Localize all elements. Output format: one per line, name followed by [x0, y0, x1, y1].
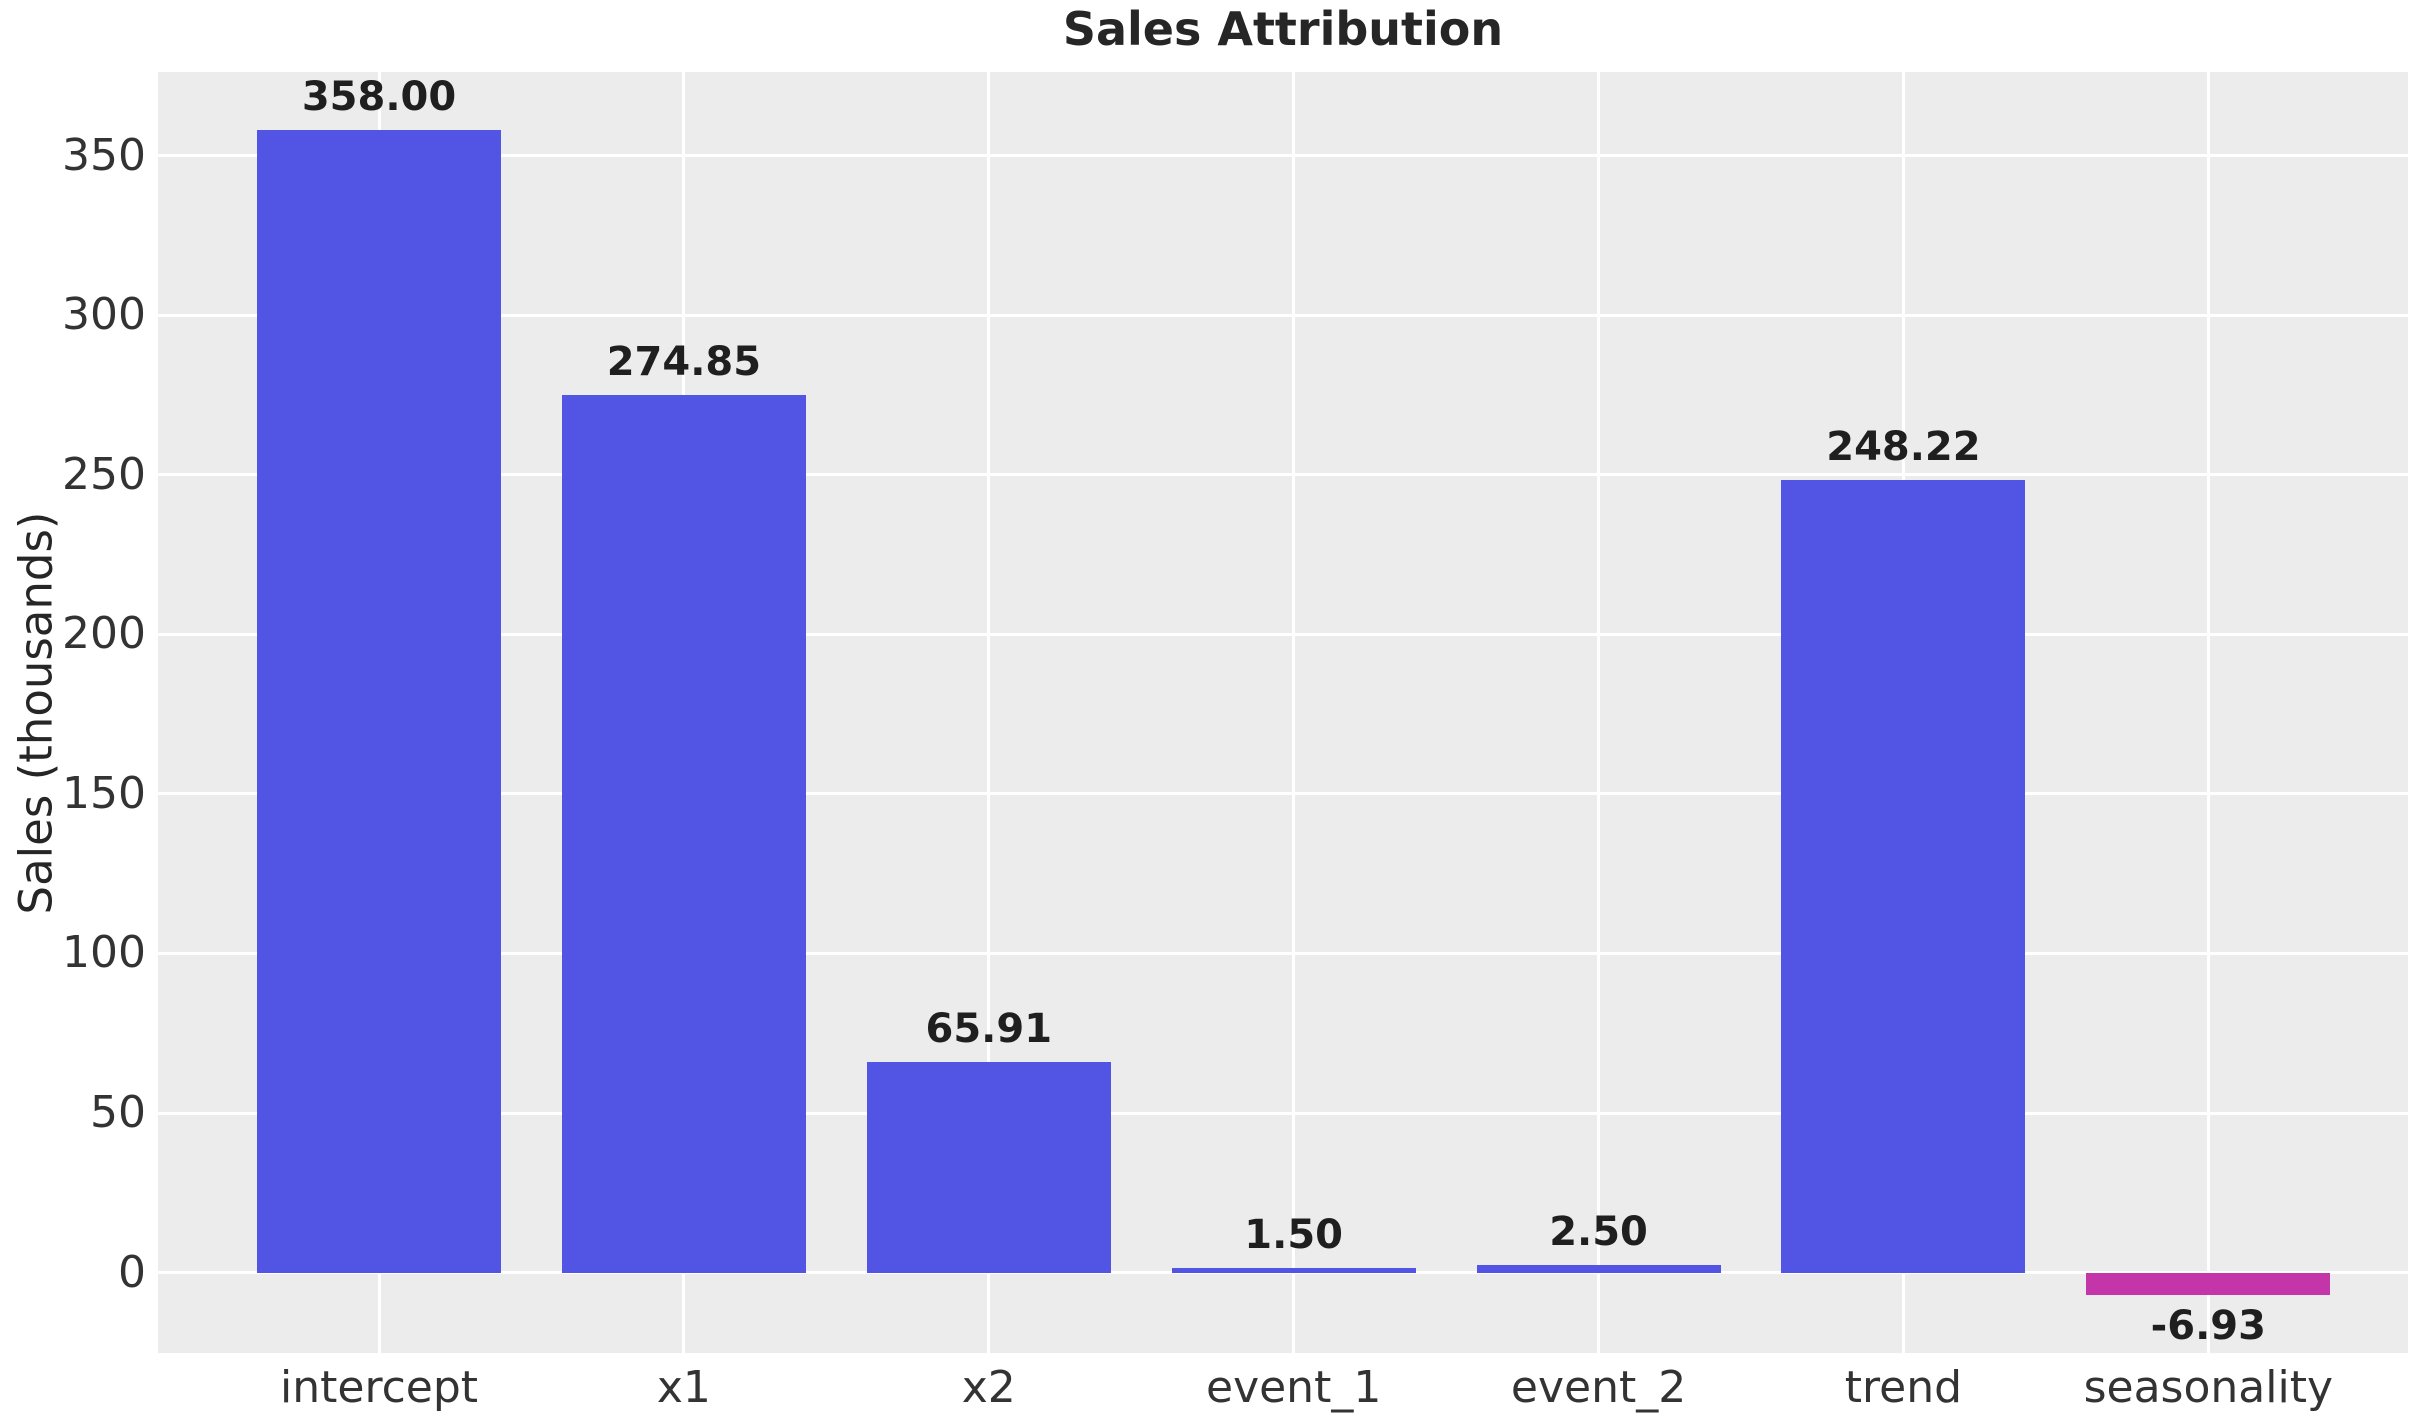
h-gridline-150	[158, 792, 2408, 796]
v-gridline-x2	[987, 72, 991, 1353]
bar-value-label-seasonality: -6.93	[2150, 1302, 2266, 1349]
v-gridline-seasonality	[2206, 72, 2210, 1353]
y-tick-label-300: 300	[62, 289, 146, 341]
x-tick-label-intercept: intercept	[280, 1362, 479, 1413]
bar-value-label-x1: 274.85	[606, 339, 762, 386]
bar-value-label-intercept: 358.00	[301, 74, 457, 121]
bar-intercept	[257, 130, 502, 1273]
h-gridline-350	[158, 154, 2408, 158]
bar-x2	[866, 1062, 1111, 1273]
y-tick-label-100: 100	[62, 927, 146, 979]
bar-value-label-trend: 248.22	[1826, 424, 1981, 471]
chart-title: Sales Attribution	[1062, 2, 1504, 56]
x-tick-label-seasonality: seasonality	[2083, 1362, 2333, 1413]
x-tick-label-event_1: event_1	[1206, 1362, 1382, 1413]
h-gridline-0	[158, 1271, 2408, 1275]
x-tick-label-x1: x1	[656, 1362, 711, 1413]
y-axis-label: Sales (thousands)	[9, 511, 63, 915]
x-tick-label-x2: x2	[961, 1362, 1016, 1413]
y-tick-label-50: 50	[90, 1087, 146, 1138]
y-tick-label-200: 200	[62, 608, 146, 660]
v-gridline-event_2	[1597, 72, 1601, 1353]
x-tick-label-event_2: event_2	[1510, 1362, 1687, 1413]
h-gridline-200	[158, 632, 2408, 636]
h-gridline-300	[158, 313, 2408, 317]
y-tick-label-350: 350	[62, 129, 146, 181]
h-gridline-250	[158, 473, 2408, 477]
v-gridline-event_1	[1292, 72, 1296, 1353]
y-tick-label-0: 0	[118, 1246, 146, 1298]
plot-area: 358.00 274.85 65.91 1.50 2.50 248.22 -6.93	[158, 72, 2408, 1353]
bar-event_1	[1171, 1267, 1416, 1273]
y-tick-label-150: 150	[62, 767, 146, 819]
h-gridline-50	[158, 1111, 2408, 1115]
bar-value-label-event_2: 2.50	[1549, 1208, 1648, 1255]
y-tick-label-250: 250	[62, 448, 146, 500]
bar-x1	[561, 395, 806, 1273]
x-tick-label-trend: trend	[1844, 1362, 1963, 1413]
bar-trend	[1781, 480, 2026, 1273]
bar-seasonality	[2086, 1272, 2331, 1295]
bar-value-label-x2: 65.91	[925, 1006, 1053, 1053]
h-gridline-100	[158, 951, 2408, 955]
bar-value-label-event_1: 1.50	[1244, 1211, 1343, 1258]
bar-event_2	[1476, 1264, 1721, 1273]
